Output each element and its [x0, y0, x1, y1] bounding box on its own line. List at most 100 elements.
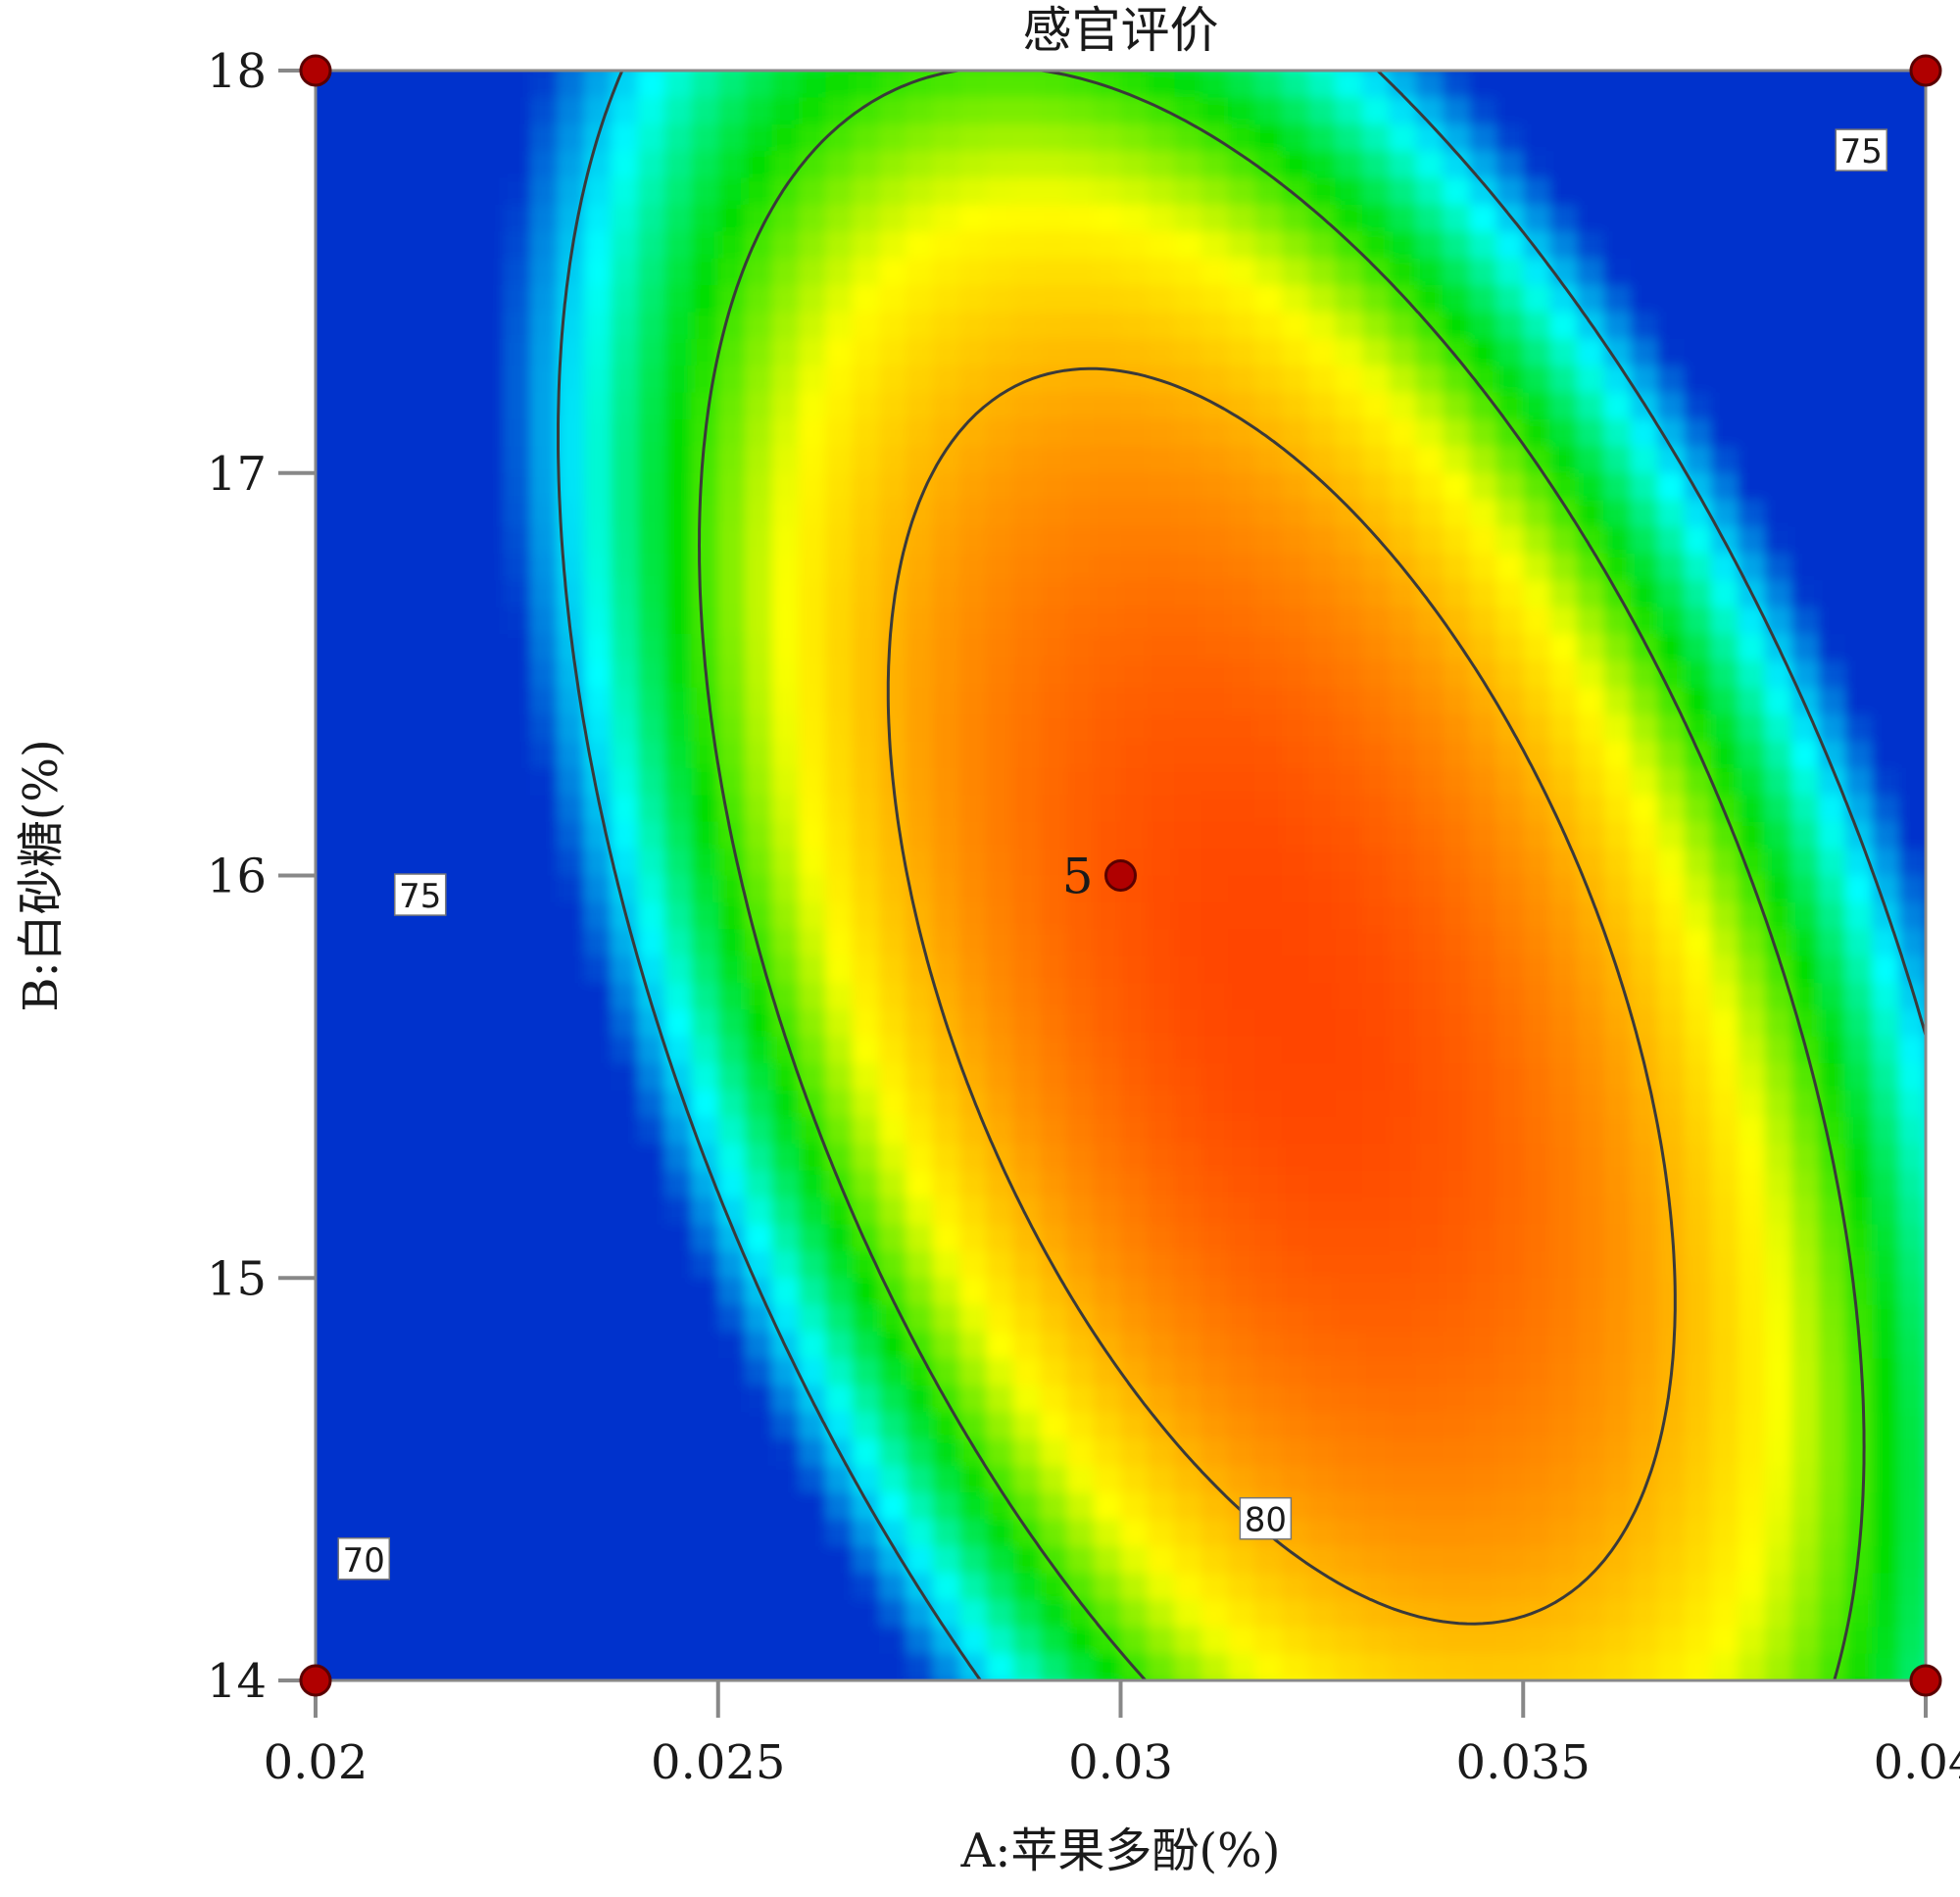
heat-cell: [1549, 71, 1579, 72]
heat-cell: [368, 1009, 398, 1038]
heat-cell: [637, 1090, 665, 1118]
heat-cell: [530, 1224, 559, 1252]
heat-cell: [986, 123, 1014, 153]
heat-cell: [368, 526, 398, 555]
heat-cell: [1738, 1332, 1766, 1360]
heat-cell: [1094, 526, 1122, 555]
heat-cell: [771, 365, 800, 394]
heat-cell: [1389, 500, 1417, 528]
heat-cell: [1926, 178, 1953, 206]
heat-cell: [959, 338, 988, 367]
heat-cell: [1335, 1063, 1363, 1092]
heat-cell: [1335, 1090, 1363, 1118]
heat-cell: [986, 660, 1014, 689]
y-axis-label: B:白砂糖(%): [14, 739, 69, 1012]
heat-cell: [1603, 1009, 1632, 1038]
heat-cell: [1791, 875, 1820, 903]
heat-cell: [1066, 418, 1096, 448]
heat-cell: [1200, 1412, 1230, 1440]
heat-cell: [1898, 1250, 1926, 1280]
heat-cell: [1066, 1278, 1096, 1306]
heat-cell: [1174, 1036, 1202, 1065]
heat-cell: [1630, 1519, 1659, 1548]
heat-cell: [1523, 312, 1551, 340]
heat-cell: [476, 634, 505, 662]
heat-cell: [316, 553, 344, 582]
heat-cell: [1443, 1573, 1471, 1601]
heat-cell: [1415, 71, 1445, 99]
heat-cell: [449, 741, 478, 769]
heat-cell: [1120, 392, 1149, 420]
heat-cell: [798, 1143, 827, 1172]
heat-cell: [1012, 580, 1042, 608]
heat-cell: [1738, 983, 1766, 1011]
heat-cell: [1872, 392, 1900, 420]
heat-cell: [1040, 258, 1068, 287]
heat-cell: [663, 472, 693, 502]
heat-cell: [745, 1546, 773, 1575]
heat-cell: [986, 71, 1014, 99]
heat-cell: [959, 687, 988, 716]
heat-cell: [825, 231, 854, 260]
heat-cell: [316, 1332, 317, 1360]
heat-cell: [959, 97, 988, 125]
heat-cell: [342, 714, 370, 743]
heat-cell: [1094, 553, 1122, 582]
heat-cell: [1308, 1680, 1336, 1708]
heat-cell: [1791, 338, 1820, 367]
heat-cell: [1738, 177, 1766, 206]
heat-cell: [1469, 795, 1497, 823]
heat-cell: [449, 1090, 478, 1118]
heat-cell: [1496, 1680, 1524, 1708]
heat-cell: [1040, 1358, 1068, 1386]
heat-cell: [1738, 1438, 1766, 1467]
heat-cell: [691, 1278, 719, 1306]
heat-cell: [1200, 1573, 1230, 1601]
heat-cell: [879, 741, 907, 769]
heat-cell: [342, 204, 370, 233]
heat-cell: [422, 634, 451, 662]
heat-cell: [986, 1385, 1014, 1414]
heat-cell: [906, 741, 934, 769]
heat-cell: [986, 1224, 1014, 1252]
heat-cell: [583, 1332, 612, 1360]
heat-cell: [1523, 901, 1551, 931]
heat-cell: [745, 338, 773, 367]
heat-cell: [1066, 1170, 1096, 1199]
heat-cell: [825, 1090, 854, 1118]
heat-cell: [1335, 1304, 1363, 1334]
heat-cell: [1147, 1627, 1176, 1655]
heat-cell: [583, 687, 612, 716]
heat-cell: [1926, 929, 1953, 956]
heat-cell: [1791, 687, 1820, 716]
heat-cell: [557, 71, 585, 99]
heat-cell: [1254, 231, 1283, 260]
heat-cell: [530, 1465, 559, 1494]
heat-cell: [745, 607, 773, 636]
heat-cell: [1094, 1250, 1122, 1280]
heat-cell: [1281, 929, 1310, 957]
heat-cell: [368, 97, 398, 125]
heat-cell: [663, 767, 693, 797]
heat-cell: [852, 365, 881, 394]
heat-cell: [637, 1492, 665, 1521]
heat-cell: [396, 500, 424, 528]
heat-cell: [1174, 1063, 1202, 1092]
heat-cell: [1228, 1438, 1256, 1467]
heat-cell: [771, 849, 800, 877]
heat-cell: [1361, 795, 1391, 823]
heat-cell: [1443, 714, 1471, 743]
heat-cell: [691, 1627, 719, 1655]
heat-cell: [1012, 97, 1042, 125]
heat-cell: [1710, 1143, 1740, 1172]
heat-cell: [422, 714, 451, 743]
heat-cell: [1254, 553, 1283, 582]
heat-cell: [1684, 901, 1712, 931]
heat-cell: [1066, 849, 1096, 877]
heat-cell: [1335, 767, 1363, 797]
heat-cell: [1200, 983, 1230, 1011]
heat-cell: [530, 1278, 559, 1306]
heat-cell: [637, 446, 665, 474]
heat-cell: [583, 1197, 612, 1226]
heat-cell: [1012, 714, 1042, 743]
